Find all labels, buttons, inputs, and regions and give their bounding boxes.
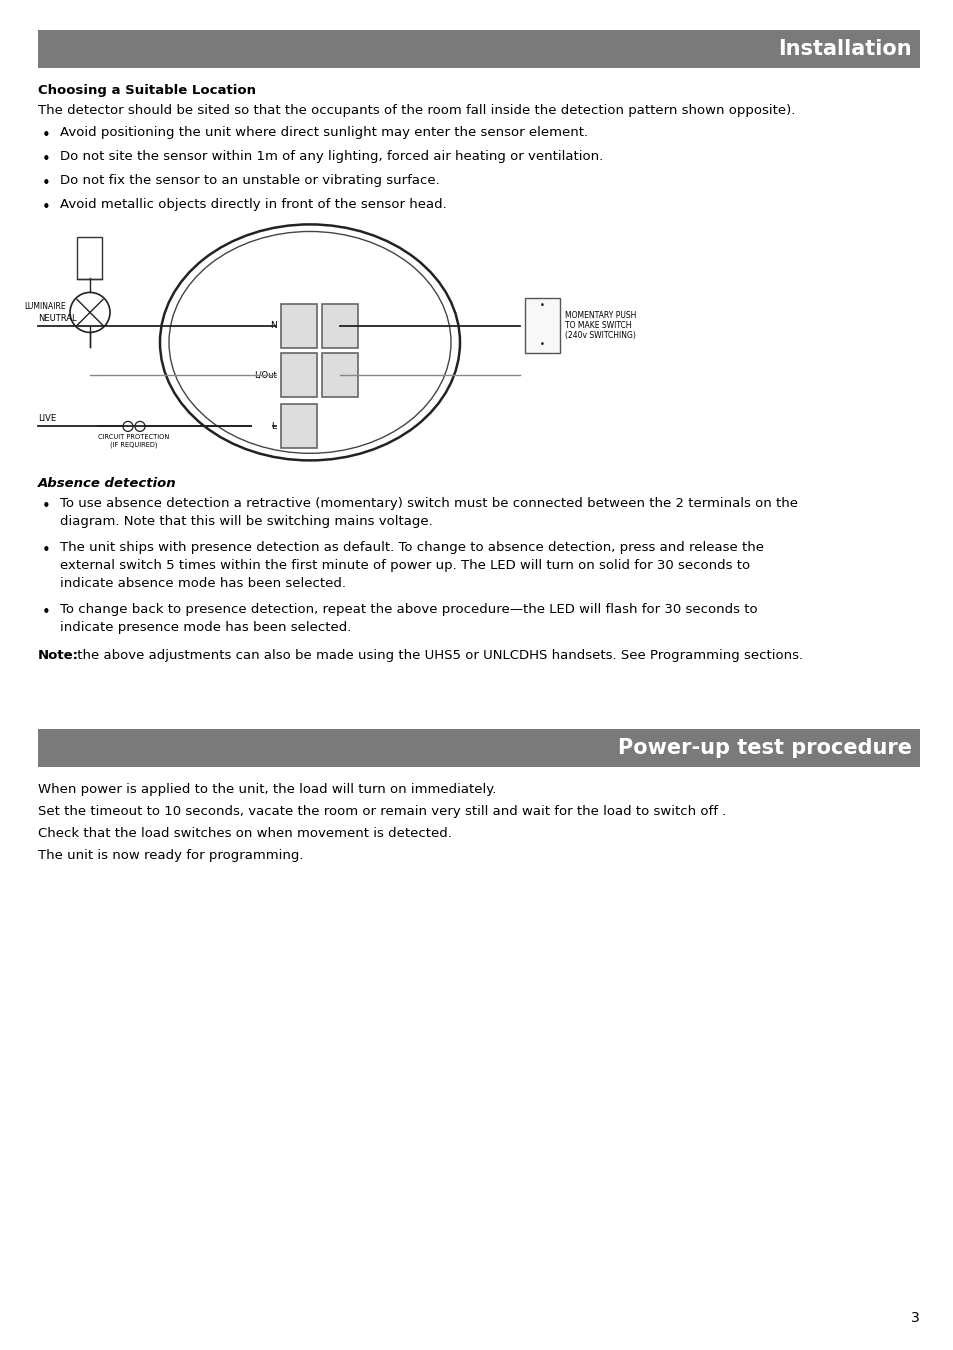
Text: Set the timeout to 10 seconds, vacate the room or remain very still and wait for: Set the timeout to 10 seconds, vacate th… — [38, 805, 725, 818]
Bar — [524, 298, 559, 352]
Text: Check that the load switches on when movement is detected.: Check that the load switches on when mov… — [38, 828, 452, 840]
Text: external switch 5 times within the first minute of power up. The LED will turn o: external switch 5 times within the first… — [60, 559, 749, 572]
Text: Do not site the sensor within 1m of any lighting, forced air heating or ventilat: Do not site the sensor within 1m of any … — [60, 150, 602, 163]
Bar — [38, 30, 919, 68]
Bar — [38, 729, 919, 767]
Text: CIRCUIT PROTECTION
(IF REQUIRED): CIRCUIT PROTECTION (IF REQUIRED) — [98, 435, 170, 448]
Text: •: • — [42, 153, 51, 167]
Text: diagram. Note that this will be switching mains voltage.: diagram. Note that this will be switchin… — [60, 514, 433, 528]
Text: •: • — [539, 340, 544, 350]
Text: To change back to presence detection, repeat the above procedure—the LED will fl: To change back to presence detection, re… — [60, 603, 757, 616]
Text: LUMINAIRE: LUMINAIRE — [25, 302, 66, 311]
Text: •: • — [42, 200, 51, 215]
Text: the above adjustments can also be made using the UHS5 or UNLCDHS handsets. See P: the above adjustments can also be made u… — [73, 649, 802, 662]
Text: LIVE: LIVE — [38, 414, 56, 424]
Text: Installation: Installation — [778, 39, 911, 59]
FancyBboxPatch shape — [281, 304, 317, 348]
Text: •: • — [539, 301, 544, 310]
Text: •: • — [42, 128, 51, 143]
Text: L/Out: L/Out — [253, 370, 276, 379]
FancyBboxPatch shape — [322, 352, 358, 397]
Text: MOMENTARY PUSH
TO MAKE SWITCH
(240v SWITCHING): MOMENTARY PUSH TO MAKE SWITCH (240v SWIT… — [564, 310, 636, 340]
Text: indicate presence mode has been selected.: indicate presence mode has been selected… — [60, 621, 351, 634]
Text: Choosing a Suitable Location: Choosing a Suitable Location — [38, 84, 255, 97]
Text: Avoid metallic objects directly in front of the sensor head.: Avoid metallic objects directly in front… — [60, 198, 446, 211]
Text: Absence detection: Absence detection — [38, 477, 176, 490]
Text: •: • — [42, 176, 51, 190]
Text: N: N — [270, 321, 276, 331]
Text: Power-up test procedure: Power-up test procedure — [618, 738, 911, 757]
FancyBboxPatch shape — [281, 405, 317, 448]
Text: The detector should be sited so that the occupants of the room fall inside the d: The detector should be sited so that the… — [38, 104, 795, 117]
Text: The unit is now ready for programming.: The unit is now ready for programming. — [38, 849, 303, 863]
Text: L: L — [272, 423, 276, 431]
Text: When power is applied to the unit, the load will turn on immediately.: When power is applied to the unit, the l… — [38, 783, 496, 796]
Text: •: • — [42, 500, 51, 514]
Text: 3: 3 — [910, 1311, 919, 1324]
Text: Do not fix the sensor to an unstable or vibrating surface.: Do not fix the sensor to an unstable or … — [60, 174, 439, 188]
FancyBboxPatch shape — [281, 352, 317, 397]
Text: Avoid positioning the unit where direct sunlight may enter the sensor element.: Avoid positioning the unit where direct … — [60, 126, 587, 139]
Bar — [77, 238, 102, 279]
Text: NEUTRAL: NEUTRAL — [38, 315, 76, 323]
Text: Note:: Note: — [38, 649, 79, 662]
Text: The unit ships with presence detection as default. To change to absence detectio: The unit ships with presence detection a… — [60, 541, 763, 554]
Text: To use absence detection a retractive (momentary) switch must be connected betwe: To use absence detection a retractive (m… — [60, 497, 797, 510]
Text: •: • — [42, 605, 51, 620]
Text: indicate absence mode has been selected.: indicate absence mode has been selected. — [60, 576, 346, 590]
Text: •: • — [42, 543, 51, 558]
FancyBboxPatch shape — [322, 304, 358, 348]
